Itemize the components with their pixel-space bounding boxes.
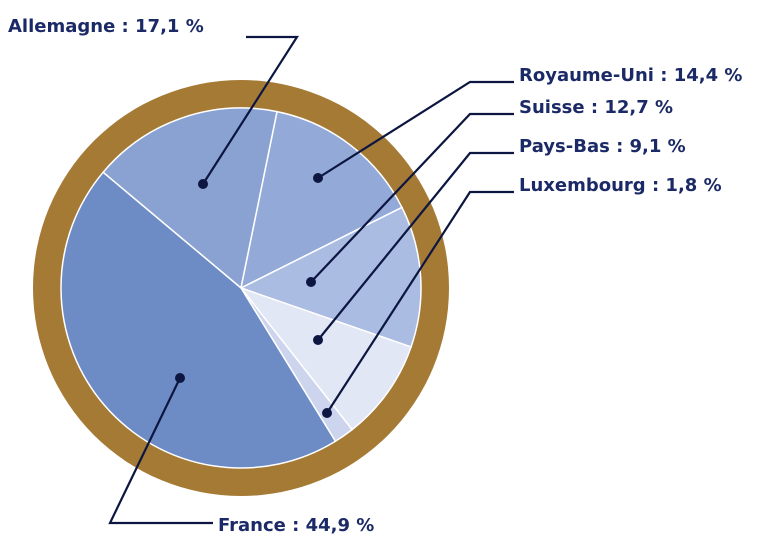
leader-dot [175,373,185,383]
leader-line [310,112,514,283]
pie-slice [60,171,337,469]
leader-line [326,190,514,414]
leader-dot [198,179,208,189]
leader-line [317,151,514,341]
slice-label: Luxembourg : 1,8 % [519,175,722,196]
leader-dot [306,277,316,287]
pie-slice [239,206,422,348]
leader-dot [313,173,323,183]
leader-dot [313,335,323,345]
pie-slice [239,110,403,290]
slice-label: Royaume-Uni : 14,4 % [519,65,742,86]
slice-label: France : 44,9 % [218,515,374,536]
leader-line [108,377,213,525]
slice-label: Pays-Bas : 9,1 % [519,136,686,157]
slice-label: Allemagne : 17,1 % [8,16,204,37]
pie-slice [102,107,278,290]
slice-label: Suisse : 12,7 % [519,97,673,118]
leader-dot [322,408,332,418]
leader-line [317,80,514,179]
pie-slice [238,286,413,431]
leader-line [202,35,300,185]
